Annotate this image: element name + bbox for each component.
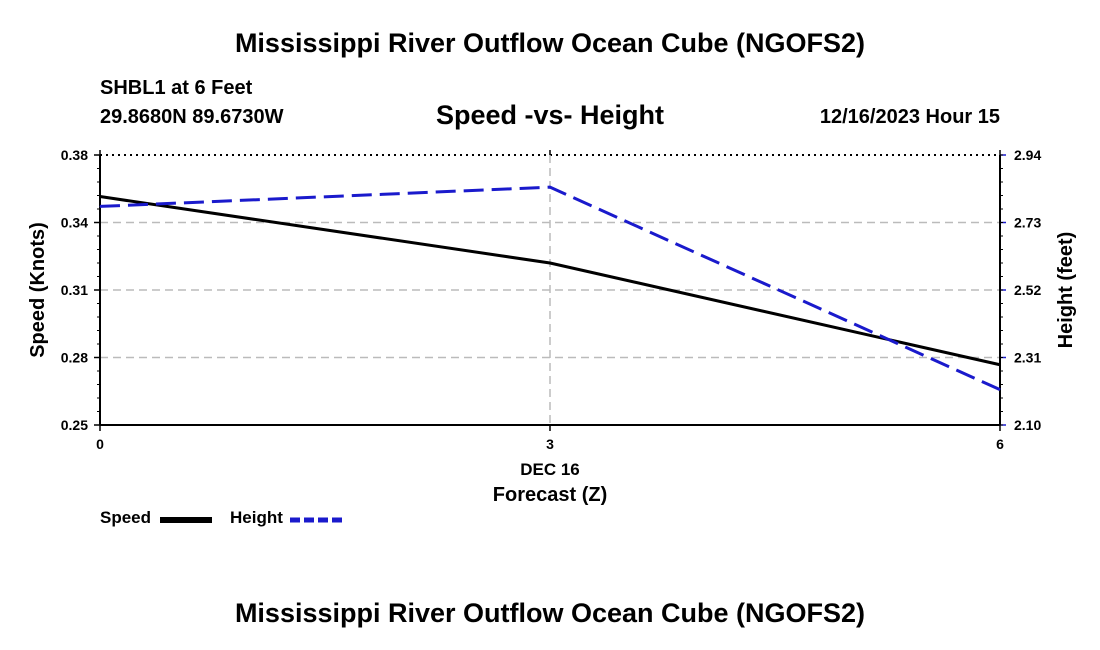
y-right-tick-label: 2.94 [1014,147,1041,163]
x-tick-label: 3 [546,436,554,452]
x-tick-label: 6 [996,436,1004,452]
data-point-speed [99,196,101,198]
main-title: Mississippi River Outflow Ocean Cube (NG… [234,28,866,58]
y-left-tick-label: 0.34 [61,215,88,231]
y-left-tick-label: 0.25 [61,417,88,433]
legend-height-label: Height [230,508,283,527]
data-point-height [549,186,551,188]
y-left-tick-label: 0.31 [61,282,88,298]
x-tick-label: 0 [96,436,104,452]
y-right-tick-label: 2.52 [1014,282,1041,298]
data-point-speed [549,262,551,264]
station-label: SHBL1 at 6 Feet [100,77,253,99]
x-axis-label: Forecast (Z) [493,484,607,506]
y-left-axis-label: Speed (Knots) [27,222,49,358]
y-right-tick-label: 2.31 [1014,350,1041,366]
data-point-height [999,389,1001,391]
legend-swatches [160,517,342,523]
y-right-axis-label: Height (feet) [1055,232,1077,349]
y-left-tick-label: 0.28 [61,350,88,366]
y-right-tick-label: 2.10 [1014,417,1041,433]
data-point-speed [999,364,1001,366]
forecast-datetime: 12/16/2023 Hour 15 [819,106,1000,128]
coordinates-label: 29.8680N 89.6730W [100,106,284,128]
y-right-tick-label: 2.73 [1014,215,1041,231]
chart-subtitle: Speed -vs- Height [435,100,665,130]
footer-title: Mississippi River Outflow Ocean Cube (NG… [234,598,866,628]
data-point-height [99,205,101,207]
legend-speed-label: Speed [100,508,152,527]
x-date-label: DEC 16 [520,460,580,479]
y-left-tick-label: 0.38 [61,147,88,163]
